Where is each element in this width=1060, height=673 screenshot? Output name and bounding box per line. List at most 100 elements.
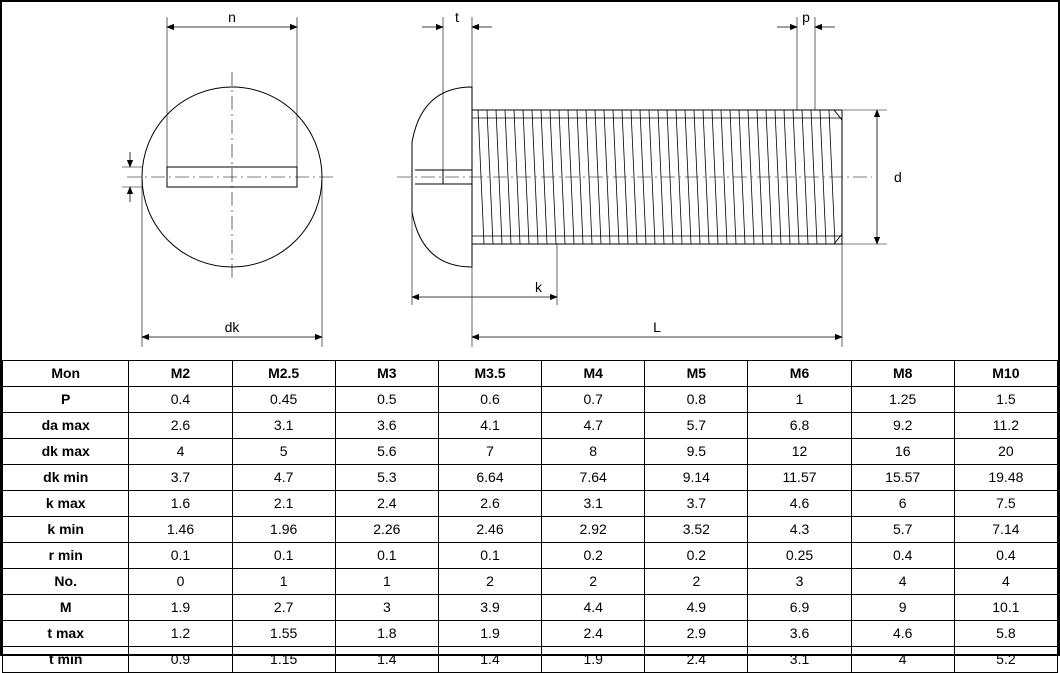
table-row: dk max455.6789.5121620	[3, 439, 1058, 465]
cell: 7.64	[542, 465, 645, 491]
cell: 8	[542, 439, 645, 465]
cell: 7.5	[954, 491, 1057, 517]
cell: 2	[645, 569, 748, 595]
front-view: n dk	[122, 9, 337, 347]
row-label: No.	[3, 569, 129, 595]
table-row: No.011222344	[3, 569, 1058, 595]
col-header: M6	[748, 361, 851, 387]
cell: 11.57	[748, 465, 851, 491]
dim-label-t: t	[455, 9, 459, 25]
cell: 4	[954, 569, 1057, 595]
row-label: M	[3, 595, 129, 621]
col-header: M2.5	[232, 361, 335, 387]
table-row: dk min3.74.75.36.647.649.1411.5715.5719.…	[3, 465, 1058, 491]
cell: 10.1	[954, 595, 1057, 621]
cell: 3.1	[748, 647, 851, 673]
cell: 1.5	[954, 387, 1057, 413]
cell: 20	[954, 439, 1057, 465]
cell: 1.46	[129, 517, 232, 543]
cell: 5.3	[335, 465, 438, 491]
spec-table: MonM2M2.5M3M3.5M4M5M6M8M10 P0.40.450.50.…	[2, 360, 1058, 673]
cell: 6	[851, 491, 954, 517]
cell: 2.6	[438, 491, 541, 517]
cell: 0.4	[851, 543, 954, 569]
cell: 5.7	[645, 413, 748, 439]
cell: 9	[851, 595, 954, 621]
cell: 0.5	[335, 387, 438, 413]
cell: 3.7	[129, 465, 232, 491]
cell: 5.8	[954, 621, 1057, 647]
cell: 1	[232, 569, 335, 595]
cell: 2.1	[232, 491, 335, 517]
cell: 4.7	[542, 413, 645, 439]
cell: 4	[851, 647, 954, 673]
page: n dk	[0, 0, 1060, 656]
cell: 0.4	[129, 387, 232, 413]
cell: 1.9	[438, 621, 541, 647]
dim-label-L: L	[653, 319, 661, 335]
cell: 4.4	[542, 595, 645, 621]
cell: 2.4	[645, 647, 748, 673]
row-label: dk max	[3, 439, 129, 465]
row-label: t min	[3, 647, 129, 673]
col-header: M3.5	[438, 361, 541, 387]
cell: 3	[748, 569, 851, 595]
table-row: P0.40.450.50.60.70.811.251.5	[3, 387, 1058, 413]
cell: 1.9	[129, 595, 232, 621]
cell: 0.1	[438, 543, 541, 569]
table-row: r min0.10.10.10.10.20.20.250.40.4	[3, 543, 1058, 569]
cell: 1.8	[335, 621, 438, 647]
cell: 19.48	[954, 465, 1057, 491]
cell: 11.2	[954, 413, 1057, 439]
cell: 2.26	[335, 517, 438, 543]
cell: 2	[438, 569, 541, 595]
cell: 2.7	[232, 595, 335, 621]
cell: 0.7	[542, 387, 645, 413]
row-label: t max	[3, 621, 129, 647]
cell: 4.3	[748, 517, 851, 543]
cell: 9.5	[645, 439, 748, 465]
cell: 1	[335, 569, 438, 595]
table-row: k max1.62.12.42.63.13.74.667.5	[3, 491, 1058, 517]
col-header: M3	[335, 361, 438, 387]
cell: 1.15	[232, 647, 335, 673]
dim-label-dk: dk	[225, 319, 241, 335]
cell: 0.2	[645, 543, 748, 569]
row-label: k max	[3, 491, 129, 517]
cell: 3	[335, 595, 438, 621]
row-label: r min	[3, 543, 129, 569]
dim-label-n: n	[228, 9, 236, 25]
cell: 6.8	[748, 413, 851, 439]
col-header: M5	[645, 361, 748, 387]
cell: 2.9	[645, 621, 748, 647]
table-body: P0.40.450.50.60.70.811.251.5da max2.63.1…	[3, 387, 1058, 673]
col-header: M2	[129, 361, 232, 387]
col-header: M10	[954, 361, 1057, 387]
cell: 5.6	[335, 439, 438, 465]
table-row: k min1.461.962.262.462.923.524.35.77.14	[3, 517, 1058, 543]
cell: 4	[129, 439, 232, 465]
cell: 3.9	[438, 595, 541, 621]
cell: 4	[851, 569, 954, 595]
cell: 3.1	[232, 413, 335, 439]
cell: 4.6	[851, 621, 954, 647]
cell: 12	[748, 439, 851, 465]
col-header: M8	[851, 361, 954, 387]
table-row: M1.92.733.94.44.96.9910.1	[3, 595, 1058, 621]
row-label: dk min	[3, 465, 129, 491]
cell: 1.25	[851, 387, 954, 413]
cell: 2	[542, 569, 645, 595]
table-row: t min0.91.151.41.41.92.43.145.2	[3, 647, 1058, 673]
cell: 2.92	[542, 517, 645, 543]
cell: 1.4	[335, 647, 438, 673]
cell: 0.4	[954, 543, 1057, 569]
cell: 0.1	[232, 543, 335, 569]
row-label: P	[3, 387, 129, 413]
dim-label-k: k	[535, 279, 543, 295]
cell: 0.9	[129, 647, 232, 673]
cell: 0.45	[232, 387, 335, 413]
cell: 0.1	[335, 543, 438, 569]
drawing-svg: n dk	[2, 2, 1058, 360]
col-header-label: Mon	[3, 361, 129, 387]
cell: 2.6	[129, 413, 232, 439]
